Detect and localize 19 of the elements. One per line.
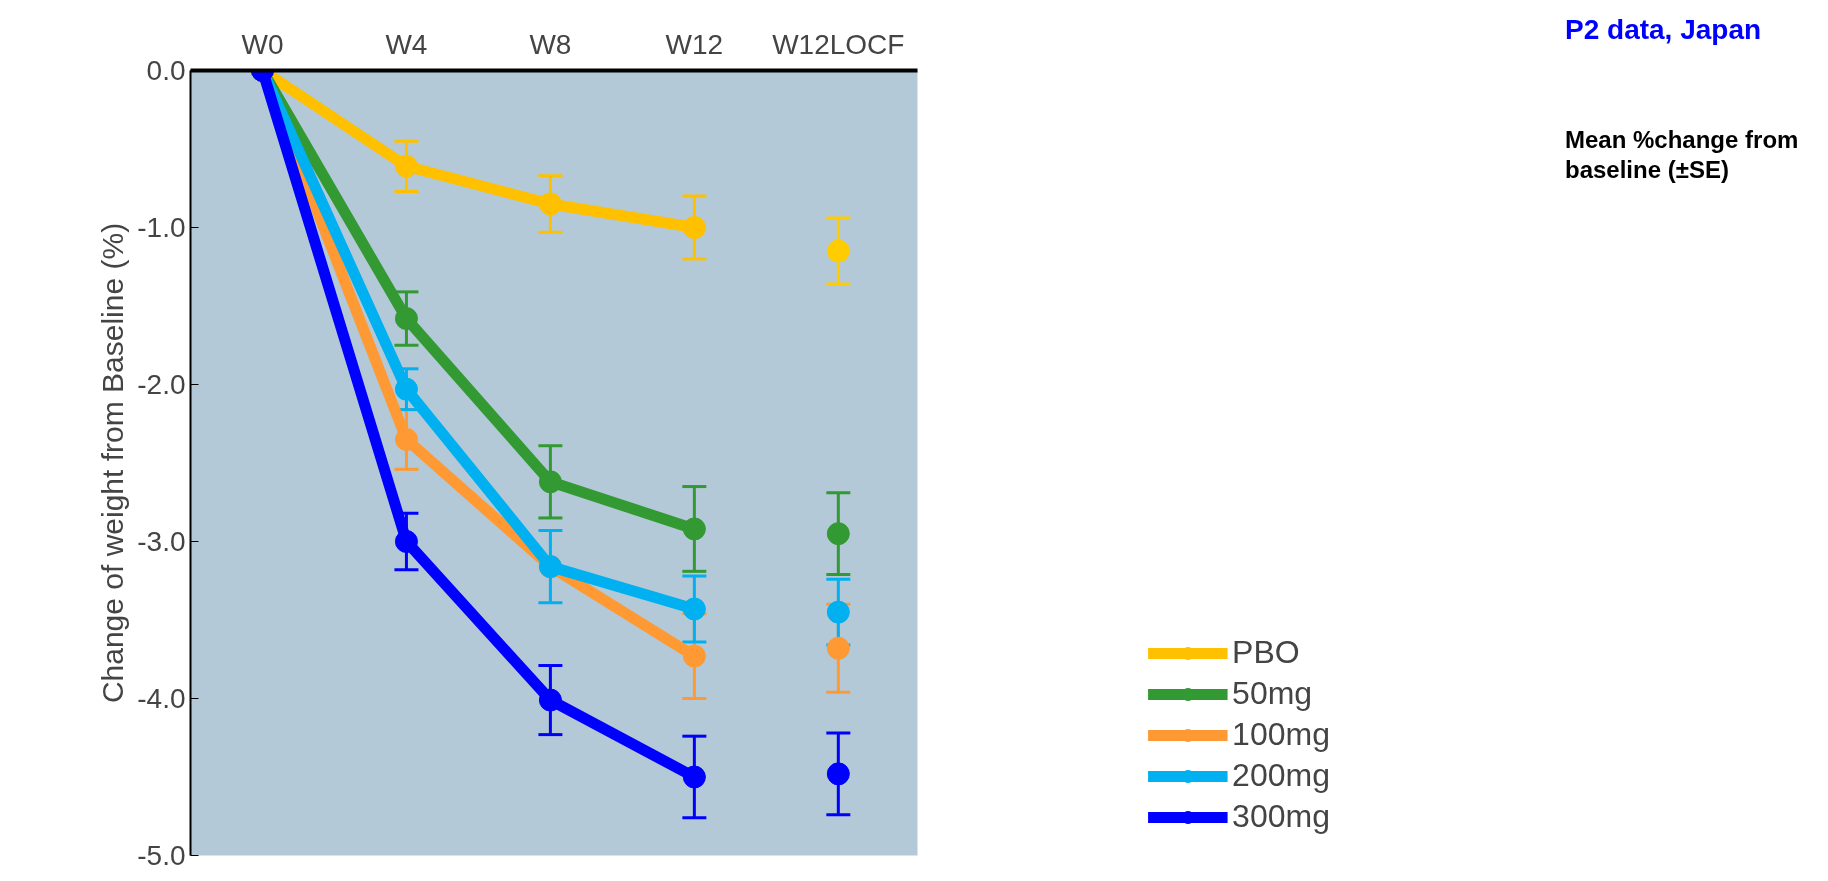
y-tick-label: -3.0 <box>137 526 186 557</box>
x-tick-label: W12 <box>665 28 724 60</box>
y-axis-title: Change of weight from Baseline (%) <box>96 222 130 704</box>
y-tick-label: 0.0 <box>146 55 186 86</box>
y-tick-label: -2.0 <box>137 369 186 400</box>
x-tick-label: W8 <box>529 28 572 60</box>
text: Mean %change from baseline (±SE) <box>1565 125 1800 185</box>
y-tick-label: -1.0 <box>137 212 186 243</box>
legend-label: 300mg <box>1232 798 1330 835</box>
text: P2 data, Japan <box>1565 13 1762 47</box>
legend-label: 100mg <box>1232 716 1330 753</box>
x-tick-label: W4 <box>385 28 428 60</box>
legend-label: PBO <box>1232 634 1300 671</box>
y-tick-label: -4.0 <box>137 683 186 714</box>
y-tick-label: -5.0 <box>137 840 186 871</box>
x-tick-label: W0 <box>241 28 284 60</box>
legend-label: 200mg <box>1232 757 1330 794</box>
legend-label: 50mg <box>1232 675 1313 712</box>
x-tick-label: W12LOCF <box>772 28 905 60</box>
